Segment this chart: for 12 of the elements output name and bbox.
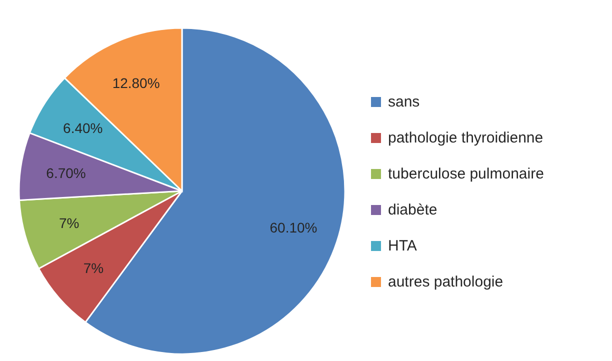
data-label: 6.40% (63, 120, 103, 136)
legend-label: tuberculose pulmonaire (388, 166, 544, 182)
data-label: 60.10% (270, 220, 318, 236)
data-label: 7% (58, 215, 80, 232)
legend-label: pathologie thyroidienne (388, 130, 544, 146)
data-label: 12.80% (112, 75, 160, 91)
data-label: 7% (83, 260, 104, 276)
data-label: 6.70% (46, 165, 86, 182)
legend-label: diabète (388, 202, 438, 218)
legend-label: sans (388, 94, 420, 110)
legend-label: HTA (388, 238, 417, 254)
legend-label: autres pathologie (388, 274, 504, 290)
